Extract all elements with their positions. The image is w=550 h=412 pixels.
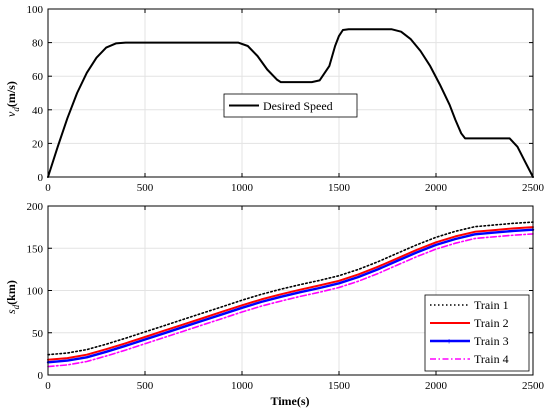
- speed-legend-label: Desired Speed: [263, 99, 333, 113]
- speed-grid: [48, 9, 533, 177]
- series-line-train-4: [47, 233, 534, 368]
- speed-axes-frame: [47, 8, 534, 178]
- distance-y-axis-label: sd(km): [4, 280, 21, 314]
- distance-x-tick-label: 2500: [522, 380, 545, 392]
- distance-y-tick-label: 150: [27, 243, 44, 255]
- legend-marker-train-3: +: [446, 338, 452, 346]
- speed-x-tick-label: 2000: [425, 182, 448, 194]
- speed-y-axis-label: vd(m/s): [4, 81, 21, 117]
- speed-x-tick-label: 0: [45, 182, 51, 194]
- legend-label-train-1: Train 1: [474, 298, 509, 312]
- legend-label-train-2: Train 2: [474, 316, 509, 330]
- speed-plot: 0 500 1000 1500 2000 2500 0 20 40 60 80 100 vd(m/s…: [4, 4, 545, 194]
- distance-y-tick-label: 0: [38, 370, 44, 382]
- distance-legend: Train 1 Train 2 + Train 3 Train 4: [424, 294, 530, 372]
- legend-label-train-3: Train 3: [474, 334, 509, 348]
- distance-x-tick-label: 2000: [425, 380, 448, 392]
- speed-y-tick-label: 80: [32, 38, 44, 50]
- speed-legend-box: [223, 93, 358, 118]
- distance-plot: 0 500 1000 1500 2000 2500 0 50 100 150 200 sd(km)…: [4, 201, 545, 408]
- speed-y-tick-label: 100: [27, 4, 44, 16]
- speed-x-ticks: 0 500 1000 1500 2000 2500: [45, 9, 545, 194]
- speed-lines: [47, 28, 534, 178]
- distance-y-ticks: 0 50 100 150 200: [27, 201, 533, 382]
- distance-y-tick-label: 50: [32, 328, 44, 340]
- speed-x-tick-label: 1500: [328, 182, 351, 194]
- distance-x-tick-label: 0: [45, 380, 51, 392]
- distance-x-axis-label: Time(s): [270, 394, 309, 408]
- distance-x-ticks: 0 500 1000 1500 2000 2500: [45, 206, 545, 392]
- speed-legend: Desired Speed: [223, 93, 358, 118]
- speed-x-tick-label: 2500: [522, 182, 545, 194]
- speed-y-tick-label: 20: [32, 138, 44, 150]
- speed-y-ticks: 0 20 40 60 80 100: [27, 4, 533, 184]
- distance-lines: [46, 221, 535, 368]
- series-line-desired-speed: [47, 28, 534, 178]
- speed-x-tick-label: 1000: [231, 182, 254, 194]
- series-line-train-2: [47, 226, 534, 361]
- distance-x-tick-label: 1500: [328, 380, 351, 392]
- series-line-train-1: [47, 221, 534, 356]
- legend-label-train-4: Train 4: [474, 352, 509, 366]
- speed-y-tick-label: 60: [32, 71, 44, 83]
- series-line-train-3: [46, 228, 535, 364]
- distance-x-tick-label: 500: [137, 380, 154, 392]
- distance-y-tick-label: 100: [27, 286, 44, 298]
- speed-y-tick-label: 40: [32, 105, 44, 117]
- distance-y-tick-label: 200: [27, 201, 44, 213]
- speed-y-tick-label: 0: [38, 172, 44, 184]
- distance-legend-box: [424, 294, 530, 372]
- distance-x-tick-label: 1000: [231, 380, 254, 392]
- speed-x-tick-label: 500: [137, 182, 154, 194]
